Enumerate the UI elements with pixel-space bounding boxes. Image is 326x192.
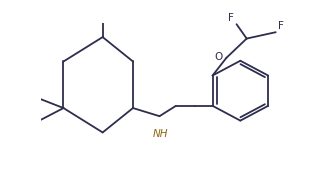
Text: F: F [278,22,284,31]
Text: F: F [228,13,234,23]
Text: NH: NH [153,129,169,139]
Text: O: O [215,52,223,62]
